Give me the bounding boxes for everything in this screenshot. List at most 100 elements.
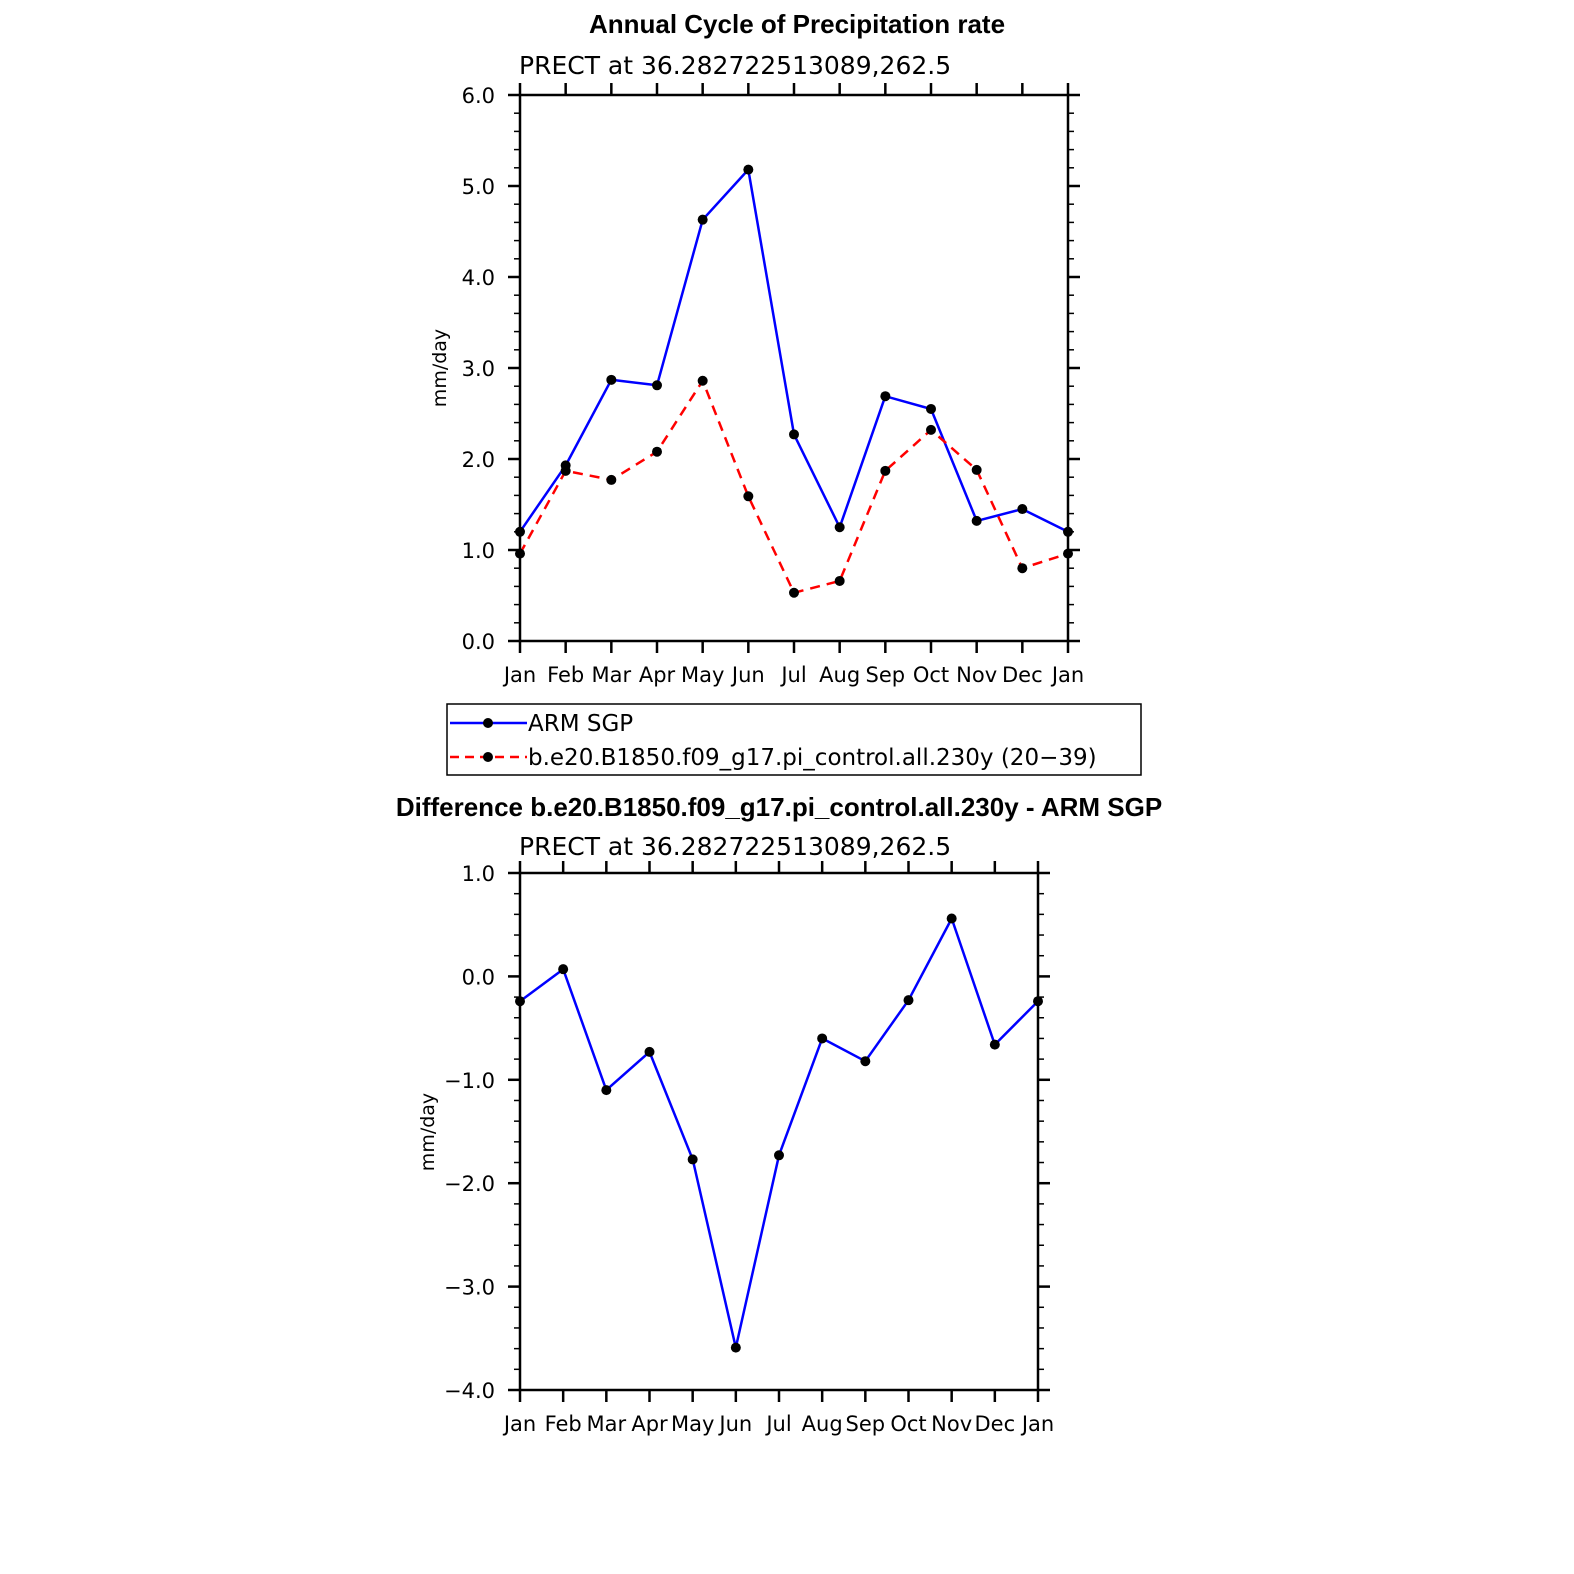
y-tick-label: 0.0 bbox=[462, 630, 495, 654]
data-point bbox=[606, 374, 617, 385]
y-tick-label: 2.0 bbox=[462, 448, 495, 472]
y-tick-labels: 0.0 1.0 2.0 3.0 4.0 5.0 6.0 bbox=[462, 84, 495, 654]
legend-label-arm-sgp: ARM SGP bbox=[528, 711, 633, 737]
data-points bbox=[515, 164, 1073, 598]
data-point bbox=[834, 575, 845, 586]
series-lines bbox=[518, 168, 1069, 595]
x-tick-label: Jan bbox=[502, 663, 536, 687]
y-tick-label: 6.0 bbox=[462, 84, 495, 108]
legend-box bbox=[446, 703, 1142, 776]
data-point bbox=[697, 375, 708, 386]
y-tick-label: 3.0 bbox=[462, 357, 495, 381]
x-tick-label: May bbox=[681, 663, 724, 687]
data-point bbox=[926, 424, 936, 435]
x-tick-label: Oct bbox=[890, 1412, 926, 1436]
series-line bbox=[518, 168, 1069, 533]
data-point bbox=[989, 1039, 1000, 1050]
x-tick-label: Sep bbox=[846, 1412, 886, 1436]
data-point bbox=[558, 964, 569, 975]
y-axis-label: mm/day bbox=[429, 329, 451, 407]
data-points bbox=[515, 913, 1043, 1353]
data-point bbox=[971, 464, 982, 475]
y-tick-label: −3.0 bbox=[444, 1276, 495, 1300]
x-tick-label: Mar bbox=[592, 663, 632, 687]
chart-title: Difference b.e20.B1850.f09_g17.pi_contro… bbox=[396, 792, 1162, 822]
data-point bbox=[743, 164, 754, 175]
data-point bbox=[880, 391, 891, 402]
data-point bbox=[817, 1033, 828, 1044]
y-tick-label: −4.0 bbox=[444, 1379, 495, 1403]
data-point bbox=[946, 913, 957, 924]
x-tick-label: Feb bbox=[545, 1412, 582, 1436]
data-point bbox=[860, 1056, 871, 1067]
y-tick-label: −1.0 bbox=[444, 1069, 495, 1093]
x-tick-label: Jan bbox=[1020, 1412, 1054, 1436]
data-point bbox=[697, 214, 708, 225]
axis-ticks bbox=[508, 861, 1050, 1402]
y-tick-label: 0.0 bbox=[462, 965, 495, 989]
data-point bbox=[774, 1150, 784, 1161]
data-point bbox=[687, 1154, 698, 1165]
axis-ticks bbox=[508, 83, 1080, 653]
legend-marker-arm-sgp bbox=[483, 718, 493, 728]
x-tick-label: Mar bbox=[587, 1412, 627, 1436]
data-point bbox=[730, 1342, 741, 1353]
data-point bbox=[1017, 563, 1028, 574]
data-point bbox=[1033, 996, 1043, 1007]
x-tick-labels: Jan Feb Mar Apr May Jun Jul Aug Sep Oct Nov Dec Jan bbox=[502, 663, 1084, 687]
legend: ARM SGP b.e20.B1850.f09_g17.pi_control.a… bbox=[446, 703, 1142, 776]
data-point bbox=[903, 995, 914, 1006]
y-axis-label: mm/day bbox=[417, 1093, 439, 1171]
y-tick-label: 5.0 bbox=[462, 175, 495, 199]
chart-subtitle: PRECT at 36.282722513089,262.5 bbox=[519, 51, 951, 80]
data-point bbox=[515, 548, 525, 559]
data-point bbox=[1063, 548, 1073, 559]
data-point bbox=[789, 587, 799, 598]
x-tick-label: Aug bbox=[802, 1412, 843, 1436]
data-point bbox=[652, 446, 662, 457]
x-tick-label: Sep bbox=[866, 663, 906, 687]
series-lines bbox=[519, 917, 1039, 1349]
x-tick-label: May bbox=[671, 1412, 714, 1436]
x-tick-label: Jan bbox=[502, 1412, 536, 1436]
x-tick-label: Aug bbox=[819, 663, 860, 687]
plot-frame bbox=[518, 871, 1040, 1392]
y-tick-label: 4.0 bbox=[462, 266, 495, 290]
data-point bbox=[743, 491, 754, 502]
x-tick-label: Apr bbox=[631, 1412, 668, 1436]
y-tick-label: 1.0 bbox=[462, 539, 495, 563]
precip-annual-cycle-chart: Annual Cycle of Precipitation rate PRECT… bbox=[429, 9, 1142, 776]
x-tick-label: Oct bbox=[913, 663, 949, 687]
chart-title: Annual Cycle of Precipitation rate bbox=[589, 9, 1005, 39]
data-point bbox=[1063, 526, 1073, 537]
data-point bbox=[601, 1085, 612, 1096]
chart-subtitle: PRECT at 36.282722513089,262.5 bbox=[519, 832, 951, 861]
x-tick-label: Dec bbox=[1002, 663, 1043, 687]
y-tick-label: −2.0 bbox=[444, 1172, 495, 1196]
data-point bbox=[971, 515, 982, 526]
data-point bbox=[644, 1046, 655, 1057]
series-line bbox=[519, 917, 1039, 1349]
data-point bbox=[606, 474, 617, 485]
x-tick-label: Jun bbox=[717, 1412, 752, 1436]
data-point bbox=[515, 526, 525, 537]
x-tick-label: Nov bbox=[956, 663, 997, 687]
data-point bbox=[880, 465, 891, 476]
x-tick-label: Nov bbox=[931, 1412, 972, 1436]
x-tick-label: Dec bbox=[975, 1412, 1016, 1436]
data-point bbox=[652, 380, 662, 391]
legend-marker-model bbox=[483, 752, 493, 762]
x-tick-label: Jul bbox=[779, 663, 806, 687]
series-line bbox=[518, 379, 1069, 595]
x-tick-labels: Jan Feb Mar Apr May Jun Jul Aug Sep Oct Nov Dec Jan bbox=[502, 1412, 1054, 1436]
data-point bbox=[515, 996, 525, 1007]
plot-frame bbox=[518, 93, 1070, 643]
data-point bbox=[789, 429, 799, 440]
x-tick-label: Jul bbox=[764, 1412, 791, 1436]
x-tick-label: Jan bbox=[1050, 663, 1084, 687]
data-point bbox=[926, 403, 936, 414]
y-tick-labels: −4.0 −3.0 −2.0 −1.0 0.0 1.0 bbox=[444, 862, 495, 1403]
x-tick-label: Feb bbox=[547, 663, 584, 687]
data-point bbox=[1017, 504, 1028, 515]
